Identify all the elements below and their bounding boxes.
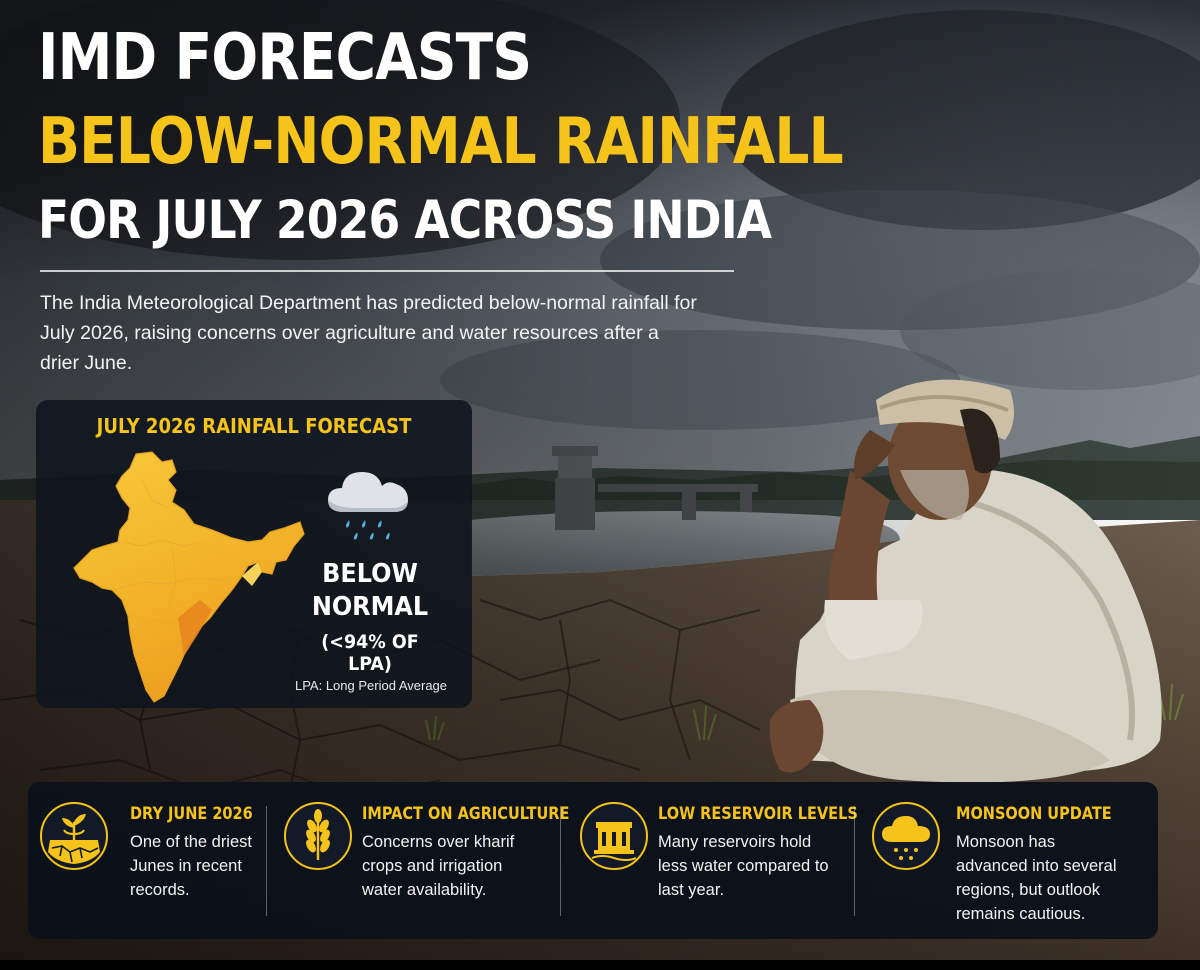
info-item-agriculture: IMPACT ON AGRICULTURE Concerns over khar… xyxy=(284,782,574,939)
info-separator xyxy=(560,806,561,916)
rain-threshold: (<94% OF LPA) xyxy=(321,631,419,675)
info-item-reservoir: LOW RESERVOIR LEVELS Many reservoirs hol… xyxy=(580,782,870,939)
info-text: Many reservoirs hold less water compared… xyxy=(658,833,829,899)
rain-status-line-1: BELOW xyxy=(322,559,418,589)
rain-status: BELOW NORMAL xyxy=(307,558,432,624)
info-title: MONSOON UPDATE xyxy=(956,804,1112,823)
headline: IMD FORECASTS BELOW-NORMAL RAINFALL FOR … xyxy=(38,26,974,260)
bottom-strip xyxy=(0,960,1200,970)
cloud-rain-icon xyxy=(872,802,940,870)
summary-text: The India Meteorological Department has … xyxy=(40,292,697,374)
india-map-icon xyxy=(73,451,305,703)
info-item-monsoon: MONSOON UPDATE Monsoon has advanced into… xyxy=(872,782,1152,939)
headline-divider xyxy=(40,270,734,272)
info-text: One of the driest Junes in recent record… xyxy=(130,833,252,899)
reservoir-dam-icon xyxy=(580,802,648,870)
headline-line-2: BELOW-NORMAL RAINFALL xyxy=(38,105,844,179)
dry-soil-plant-icon xyxy=(40,802,108,870)
info-text: Monsoon has advanced into several region… xyxy=(956,833,1117,923)
forecast-card: JULY 2026 RAINFALL FORECAST xyxy=(36,400,472,708)
info-title: IMPACT ON AGRICULTURE xyxy=(362,804,570,823)
cloud-rain-icon xyxy=(328,472,408,540)
lpa-note: LPA: Long Period Average xyxy=(294,678,448,693)
rain-status-line-2: NORMAL xyxy=(311,592,429,622)
info-item-dry-june: DRY JUNE 2026 One of the driest Junes in… xyxy=(40,782,262,939)
info-title: LOW RESERVOIR LEVELS xyxy=(658,804,858,823)
info-bar: DRY JUNE 2026 One of the driest Junes in… xyxy=(28,782,1158,939)
forecast-card-title: JULY 2026 RAINFALL FORECAST xyxy=(96,414,412,438)
headline-line-1: IMD FORECASTS xyxy=(38,21,532,95)
info-text: Concerns over kharif crops and irrigatio… xyxy=(362,833,515,899)
info-separator xyxy=(854,806,855,916)
wheat-icon xyxy=(284,802,352,870)
headline-line-3: FOR JULY 2026 ACROSS INDIA xyxy=(38,190,772,251)
info-title: DRY JUNE 2026 xyxy=(130,804,253,823)
info-separator xyxy=(266,806,267,916)
